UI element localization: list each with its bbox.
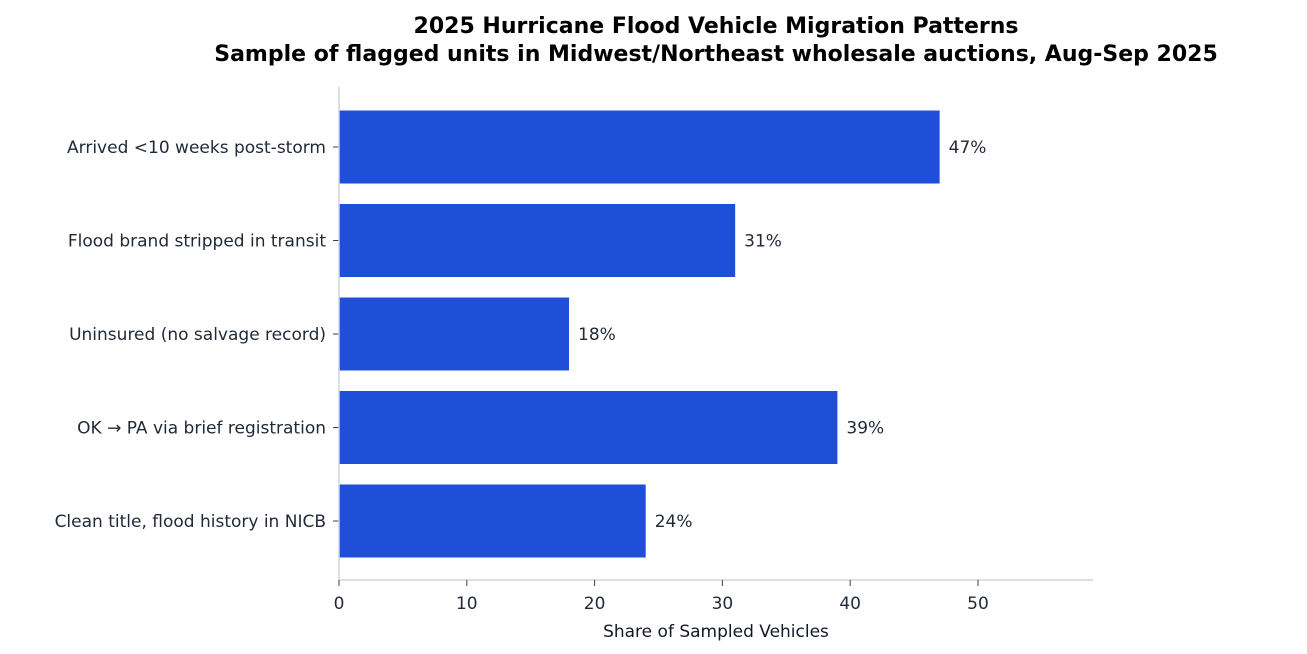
value-label: 31% bbox=[744, 232, 782, 252]
x-tick-label: 50 bbox=[967, 594, 989, 614]
value-label: 18% bbox=[578, 325, 616, 345]
bar bbox=[339, 204, 736, 277]
x-tick-label: 30 bbox=[712, 594, 734, 614]
category-label: Flood brand stripped in transit bbox=[68, 232, 326, 252]
x-tick-label: 0 bbox=[334, 594, 345, 614]
category-label: Arrived <10 weeks post-storm bbox=[67, 138, 326, 158]
value-label: 47% bbox=[949, 138, 987, 158]
category-label: Uninsured (no salvage record) bbox=[69, 325, 326, 345]
bar bbox=[339, 110, 940, 184]
value-label: 39% bbox=[846, 419, 884, 439]
x-axis-label: Share of Sampled Vehicles bbox=[603, 622, 829, 642]
x-tick-label: 10 bbox=[456, 594, 478, 614]
category-label: Clean title, flood history in NICB bbox=[55, 512, 326, 532]
category-label: OK → PA via brief registration bbox=[77, 419, 326, 439]
bar bbox=[339, 391, 838, 464]
value-label: 24% bbox=[655, 512, 693, 532]
x-tick-label: 40 bbox=[839, 594, 861, 614]
chart-subtitle: Sample of flagged units in Midwest/North… bbox=[214, 42, 1218, 67]
bar bbox=[339, 484, 646, 558]
bar bbox=[339, 297, 570, 371]
chart-title: 2025 Hurricane Flood Vehicle Migration P… bbox=[414, 14, 1019, 39]
plot-area: Arrived <10 weeks post-storm 47% Flood bra… bbox=[55, 87, 1093, 614]
x-tick-label: 20 bbox=[584, 594, 606, 614]
